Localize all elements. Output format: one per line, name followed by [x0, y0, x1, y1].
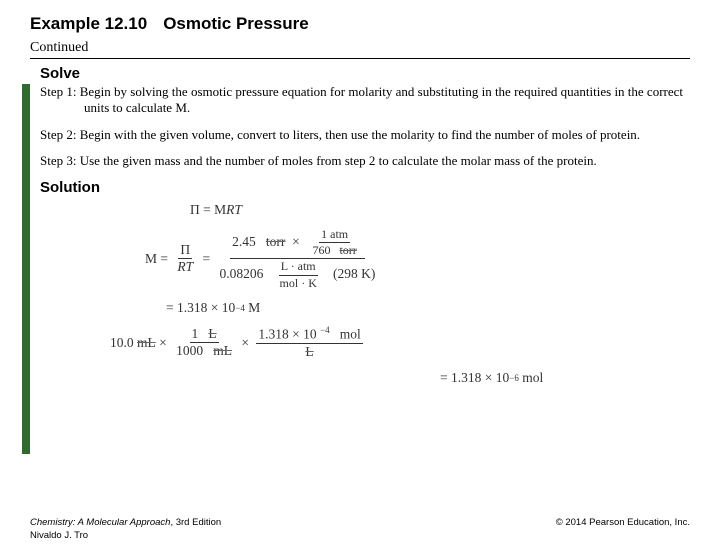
eq2-torr-unit: torr [266, 234, 286, 249]
example-header: Example 12.10 Osmotic Pressure [30, 14, 720, 36]
eq1-RT: RT [226, 202, 242, 218]
eq2-pi-over-RT: Π RT [175, 243, 195, 276]
eq2-R-num: L · atm [279, 260, 318, 275]
eq5-val: 1.318 × 10 [451, 370, 509, 386]
step-3-text: Step 3: Use the given mass and the numbe… [40, 153, 597, 168]
eq1-pi: Π [190, 202, 200, 218]
eq2-lhs: M [145, 251, 157, 267]
eq3-val: 1.318 × 10 [177, 300, 235, 316]
divider [30, 58, 690, 59]
equation-4: 10.0 mL × 1 L 1000 mL × 1.318 [110, 326, 690, 360]
eq2-atm-frac: 1 atm 760 torr [310, 228, 358, 257]
eq2-RT: RT [175, 259, 195, 275]
equation-2: M = Π RT = 2.45 torr × 1 atm 760 [145, 228, 690, 290]
eq3-exp: −4 [235, 303, 245, 313]
step-1: Step 1: Begin by solving the osmotic pre… [40, 84, 690, 117]
example-title: Osmotic Pressure [163, 14, 309, 33]
eq4-M-num: 1.318 × 10 −4 mol [256, 326, 362, 344]
content-area: Solve Step 1: Begin by solving the osmot… [40, 65, 690, 386]
solution-heading: Solution [40, 179, 690, 196]
eq5-exp: −6 [509, 373, 519, 383]
copyright: © 2014 Pearson Education, Inc. [556, 517, 690, 542]
step-2: Step 2: Begin with the given volume, con… [40, 127, 690, 143]
eq2-numerator: 2.45 torr × 1 atm 760 torr [230, 228, 365, 259]
eq4-1000mL: 1000 mL [174, 343, 234, 359]
eq2-pi: Π [178, 243, 192, 260]
eq2-R-den: mol · K [278, 276, 319, 290]
eq4-M-den: L [303, 344, 315, 360]
continued-label: Continued [30, 40, 720, 56]
eq4-M-frac: 1.318 × 10 −4 mol L [256, 326, 362, 360]
solve-heading: Solve [40, 65, 690, 82]
footer-left: Chemistry: A Molecular Approach, 3rd Edi… [30, 517, 221, 542]
equation-3: = 1.318 × 10 −4 M [166, 300, 690, 316]
book-edition: , 3rd Edition [170, 517, 221, 528]
author: Nivaldo J. Tro [30, 530, 88, 541]
eq5-unit: mol [522, 370, 543, 386]
eq2-R: 0.08206 [220, 266, 264, 281]
eq4-L-frac: 1 L 1000 mL [174, 327, 234, 360]
eq4-mL: mL [137, 335, 156, 351]
eq4-vol: 10.0 [110, 335, 134, 351]
eq2-R-units: L · atm mol · K [278, 260, 319, 289]
eq1-M: M [214, 202, 226, 218]
step-1-text: Step 1: Begin by solving the osmotic pre… [40, 84, 690, 117]
eq4-1L: 1 L [190, 327, 219, 344]
step-3: Step 3: Use the given mass and the numbe… [40, 153, 690, 169]
green-bracket [22, 84, 32, 484]
footer: Chemistry: A Molecular Approach, 3rd Edi… [30, 517, 690, 542]
equation-area: Π = M RT M = Π RT = 2.45 torr × 1 [190, 202, 690, 386]
step-2-text: Step 2: Begin with the given volume, con… [40, 127, 640, 142]
eq3-unit: M [248, 300, 260, 316]
eq2-big-frac: 2.45 torr × 1 atm 760 torr 0.08206 [218, 228, 378, 290]
eq2-denominator: 0.08206 L · atm mol · K (298 K) [218, 259, 378, 289]
eq2-760torr: 760 torr [310, 243, 358, 257]
book-title: Chemistry: A Molecular Approach [30, 517, 170, 528]
equation-5: = 1.318 × 10 −6 mol [440, 370, 690, 386]
eq2-torr-val: 2.45 [232, 234, 256, 249]
eq2-1atm: 1 atm [319, 228, 350, 243]
equation-1: Π = M RT [190, 202, 690, 218]
eq2-T: (298 K) [333, 266, 375, 281]
example-number: Example 12.10 [30, 14, 147, 33]
